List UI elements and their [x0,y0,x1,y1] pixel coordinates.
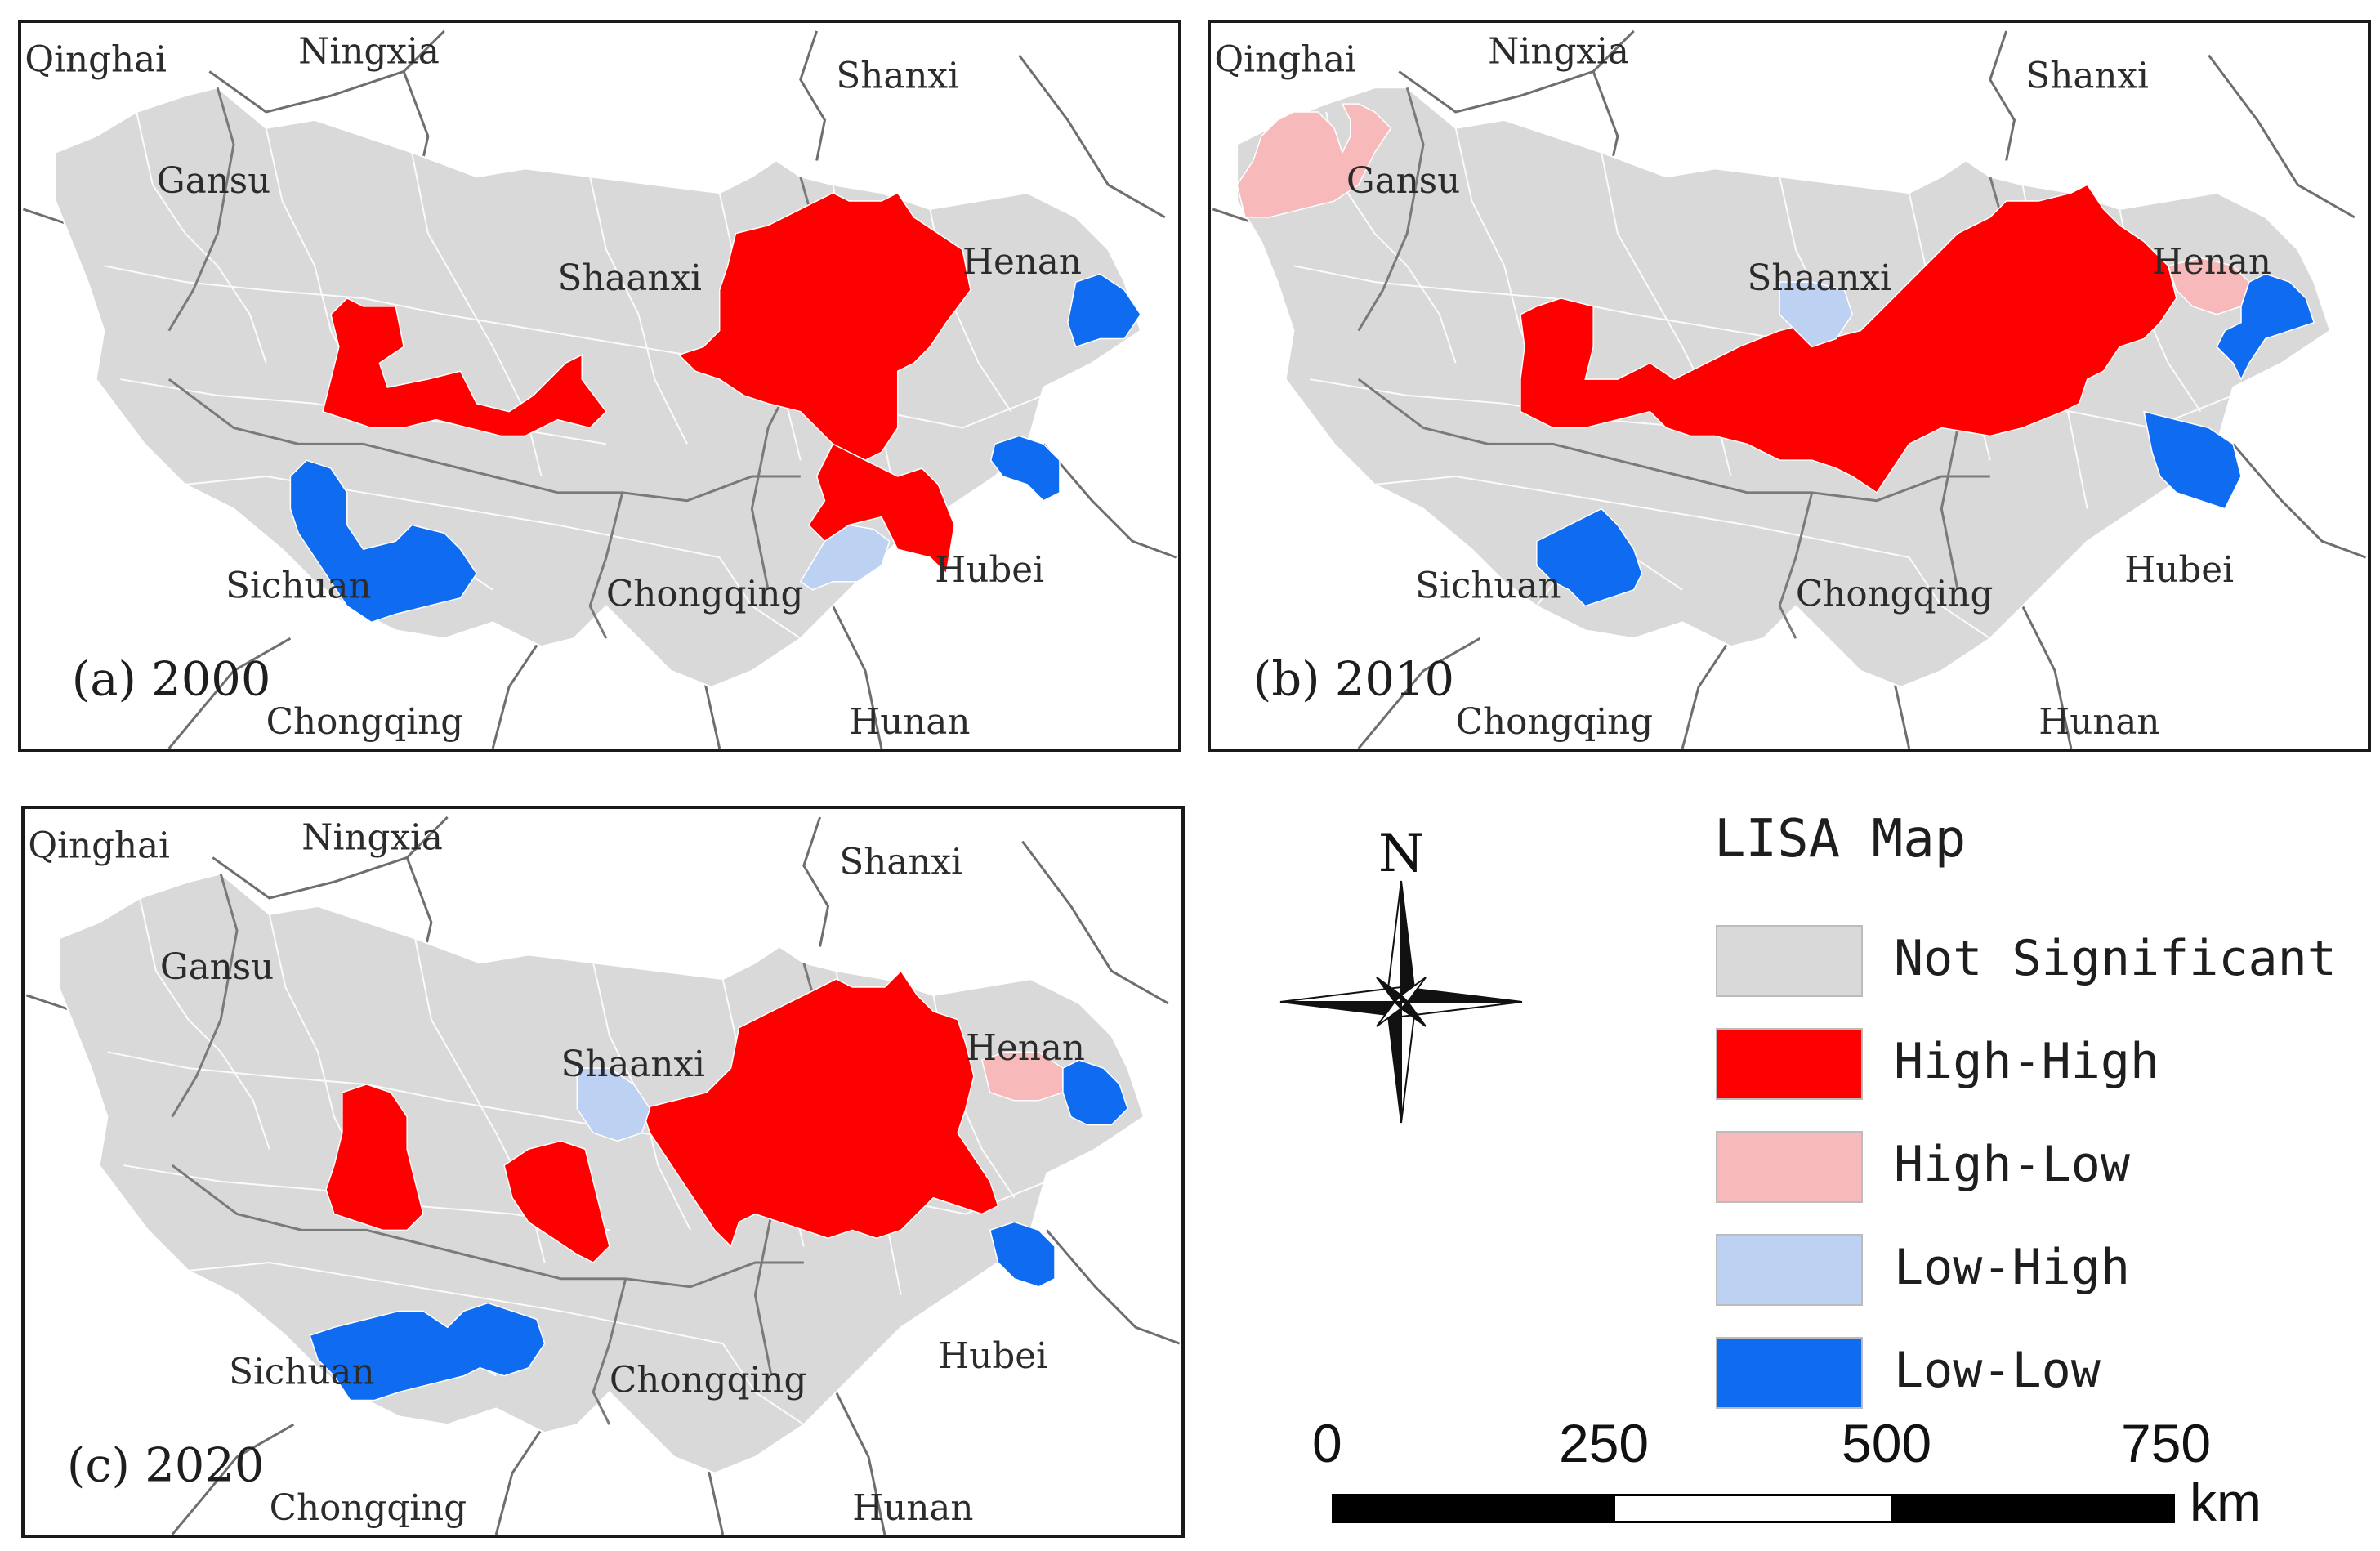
low-low-cluster-hubei [989,1221,1056,1288]
panel-caption: (b) 2010 [1253,652,1454,707]
legend-label: Not Significant [1894,930,2337,987]
legend-swatch [1716,1028,1863,1100]
label-shaanxi: Shaanxi [560,1044,705,1085]
label-gansu: Gansu [157,161,270,202]
high-high-cluster-shaanxi-south [503,1140,610,1263]
lisa-clusters-2000 [289,192,1141,624]
label-chongqing-south: Chongqing [270,1488,467,1529]
legend-swatch [1716,1131,1863,1203]
map-svg-2000: Qinghai Ningxia Shanxi Gansu Shaanxi Hen… [22,29,1177,749]
label-chongqing: Chongqing [606,574,803,615]
label-hubei: Hubei [2124,550,2234,591]
panel-caption: (c) 2020 [67,1438,265,1493]
label-qinghai: Qinghai [25,39,167,80]
north-arrow-icon: N [1279,824,1523,1124]
high-high-cluster-east [677,192,971,462]
low-low-cluster-hubei [989,435,1061,502]
low-low-cluster-henan [2216,273,2315,381]
legend-label: Low-Low [1894,1342,2101,1399]
map-svg-2020: Qinghai Ningxia Shanxi Gansu Shaanxi Hen… [25,816,1181,1535]
legend-label: High-Low [1894,1136,2130,1193]
low-low-cluster-sichuan [289,459,478,624]
label-chongqing-south: Chongqing [266,702,464,743]
high-high-cluster-south [807,443,955,575]
map-panel-2010: Qinghai Ningxia Shanxi Gansu Shaanxi Hen… [1208,20,2371,752]
high-low-cluster-gansu [1236,103,1392,218]
label-sichuan: Sichuan [1415,566,1561,607]
low-low-cluster-henan [1067,273,1141,348]
low-high-cluster [799,524,891,591]
label-shanxi: Shanxi [836,56,959,96]
scale-tick-0: 0 [1312,1413,1342,1473]
panel-caption: (a) 2000 [72,652,271,707]
high-high-cluster-west [322,297,607,437]
low-high-cluster-shaanxi [1779,281,1854,348]
label-qinghai: Qinghai [1214,39,1356,80]
label-ningxia: Ningxia [301,818,443,859]
label-chongqing-south: Chongqing [1456,702,1654,743]
label-shaanxi: Shaanxi [557,258,702,299]
high-high-cluster-gansu-south [325,1084,424,1231]
map-panel-2020: Qinghai Ningxia Shanxi Gansu Shaanxi Hen… [21,806,1185,1538]
label-ningxia: Ningxia [1488,32,1629,73]
label-henan: Henan [2152,242,2271,283]
legend-swatch [1716,1234,1863,1306]
high-high-cluster-large [1520,184,2177,494]
label-hubei: Hubei [938,1336,1047,1377]
scale-tick-750: 750 [2121,1413,2212,1473]
map-panel-2000: Qinghai Ningxia Shanxi Gansu Shaanxi Hen… [18,20,1181,752]
label-sichuan: Sichuan [229,1352,374,1393]
label-chongqing: Chongqing [610,1361,806,1401]
low-low-cluster-hubei [2143,410,2242,510]
label-hubei: Hubei [935,550,1044,591]
label-henan: Henan [962,242,1082,283]
low-low-cluster-sichuan [309,1302,546,1401]
label-gansu: Gansu [160,947,274,988]
scale-tick-500: 500 [1842,1413,1932,1473]
label-ningxia: Ningxia [298,32,440,73]
legend-title: LISA Map [1714,809,1967,869]
legend-swatch [1716,1337,1863,1409]
high-high-cluster-east [641,970,999,1248]
label-shanxi: Shanxi [2025,56,2149,96]
legend-label: High-High [1894,1033,2160,1090]
label-henan: Henan [966,1028,1085,1069]
label-shanxi: Shanxi [839,842,962,883]
legend-swatch [1716,925,1863,997]
map-svg-2010: Qinghai Ningxia Shanxi Gansu Shaanxi Hen… [1212,29,2367,749]
scale-bar-segment-1 [1332,1494,1613,1523]
lisa-clusters-2020 [309,970,1129,1401]
label-shaanxi: Shaanxi [1747,258,1891,299]
lisa-clusters-2010 [1236,103,2315,607]
scale-bar-segment-3 [1894,1494,2175,1523]
label-chongqing: Chongqing [1796,574,1993,615]
label-hunan: Hunan [849,702,970,743]
label-sichuan: Sichuan [225,566,371,607]
label-qinghai: Qinghai [28,825,170,866]
label-hunan: Hunan [2038,702,2159,743]
legend-label: Low-High [1894,1239,2130,1296]
label-gansu: Gansu [1346,161,1460,202]
scale-tick-250: 250 [1559,1413,1650,1473]
low-low-cluster-sichuan [1536,507,1643,607]
scale-bar-segment-2 [1613,1494,1894,1523]
label-hunan: Hunan [852,1488,973,1529]
low-low-cluster-henan [1062,1059,1129,1126]
north-label: N [1378,824,1424,884]
scale-unit: km [2190,1472,2262,1532]
low-high-cluster-shaanxi [576,1067,651,1142]
